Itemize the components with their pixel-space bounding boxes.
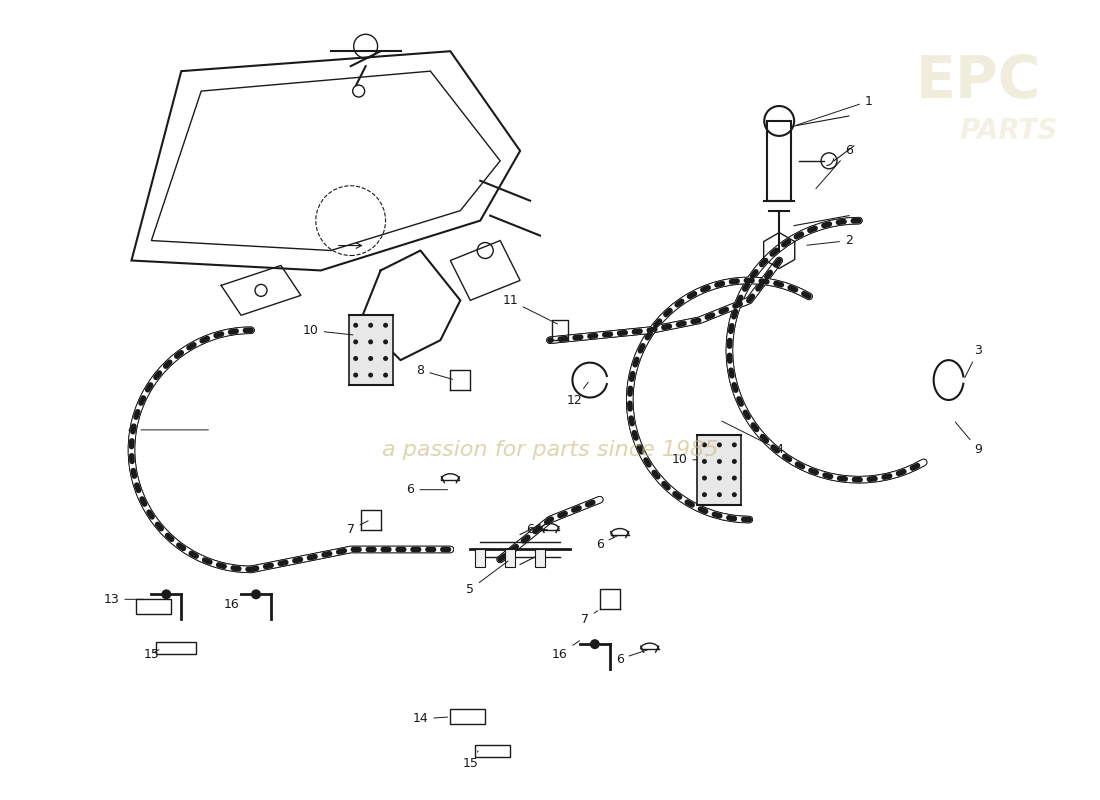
- Text: EPC: EPC: [916, 53, 1042, 110]
- Text: 6: 6: [526, 523, 547, 536]
- Circle shape: [702, 442, 707, 447]
- Bar: [697, 435, 741, 505]
- Bar: [535, 550, 544, 567]
- Circle shape: [368, 339, 373, 344]
- Text: 6: 6: [407, 483, 448, 496]
- Bar: [475, 550, 485, 567]
- Text: 3: 3: [965, 344, 982, 378]
- Text: 12: 12: [566, 382, 588, 406]
- Text: 2: 2: [807, 234, 852, 247]
- Circle shape: [717, 492, 722, 497]
- Text: 7: 7: [581, 611, 597, 626]
- Text: 4: 4: [128, 423, 208, 436]
- Circle shape: [353, 85, 364, 97]
- Bar: [475, 745, 510, 757]
- Circle shape: [383, 356, 388, 361]
- Circle shape: [383, 373, 388, 378]
- Circle shape: [732, 475, 737, 481]
- Circle shape: [368, 322, 373, 328]
- Circle shape: [353, 373, 359, 378]
- Bar: [450, 709, 485, 724]
- Text: 14: 14: [412, 712, 448, 726]
- Text: 8: 8: [417, 364, 453, 379]
- Circle shape: [353, 356, 359, 361]
- Text: 6: 6: [616, 650, 647, 666]
- Circle shape: [353, 339, 359, 344]
- Circle shape: [717, 442, 722, 447]
- Text: 16: 16: [552, 641, 580, 661]
- Text: a passion for parts since 1985: a passion for parts since 1985: [382, 440, 718, 460]
- Bar: [505, 550, 515, 567]
- Text: PARTS: PARTS: [959, 117, 1057, 145]
- Text: 4: 4: [722, 421, 783, 456]
- Text: 1: 1: [796, 94, 872, 125]
- Text: 15: 15: [462, 750, 478, 770]
- Text: 6: 6: [816, 144, 853, 189]
- Circle shape: [702, 492, 707, 497]
- Circle shape: [732, 442, 737, 447]
- Text: 6: 6: [596, 536, 617, 551]
- Bar: [156, 642, 196, 654]
- Text: 9: 9: [956, 422, 982, 456]
- Text: 7: 7: [346, 521, 368, 536]
- Text: 5: 5: [466, 561, 508, 596]
- Circle shape: [383, 322, 388, 328]
- Circle shape: [590, 639, 600, 649]
- Circle shape: [162, 590, 172, 599]
- Bar: [767, 121, 791, 201]
- Circle shape: [353, 322, 359, 328]
- Bar: [349, 315, 393, 385]
- Circle shape: [702, 475, 707, 481]
- Circle shape: [732, 492, 737, 497]
- Text: 15: 15: [143, 648, 160, 661]
- Circle shape: [383, 339, 388, 344]
- Circle shape: [368, 373, 373, 378]
- Text: 11: 11: [503, 294, 558, 324]
- Circle shape: [717, 459, 722, 464]
- Text: 13: 13: [103, 593, 144, 606]
- Circle shape: [702, 459, 707, 464]
- Circle shape: [732, 459, 737, 464]
- Text: 10: 10: [672, 454, 696, 466]
- Circle shape: [717, 475, 722, 481]
- Bar: [136, 599, 172, 614]
- Circle shape: [368, 356, 373, 361]
- Circle shape: [251, 590, 261, 599]
- Text: 16: 16: [223, 594, 241, 610]
- Text: 10: 10: [302, 324, 353, 337]
